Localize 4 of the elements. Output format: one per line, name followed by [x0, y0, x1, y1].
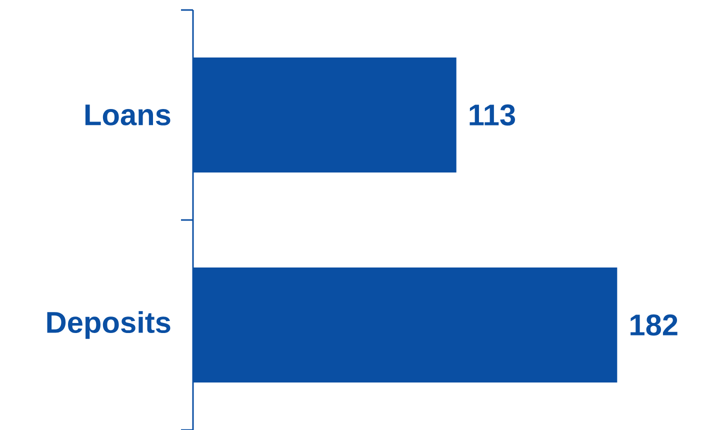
data-label: 182 — [630, 314, 678, 336]
data-label: 113 — [470, 104, 516, 126]
y-tick-label: Deposits — [47, 311, 170, 339]
y-tick-label: Loans — [85, 104, 170, 126]
